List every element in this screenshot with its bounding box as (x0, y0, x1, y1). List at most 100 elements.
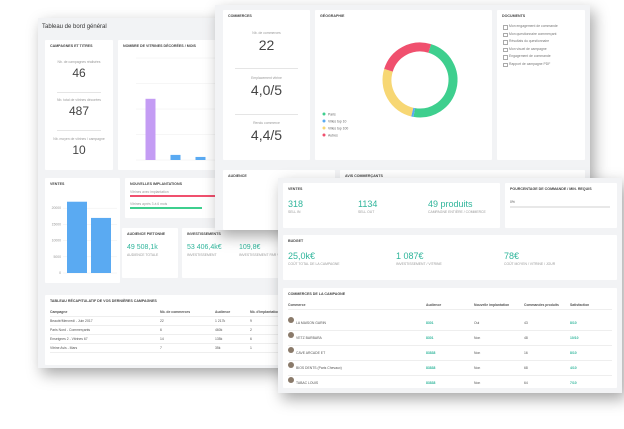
y-tick-label: 5000 (53, 255, 61, 259)
avatar (288, 361, 294, 368)
cell: 83838 (426, 350, 436, 355)
cell: 7 (160, 345, 162, 350)
divider (57, 91, 101, 93)
divider (57, 130, 101, 132)
avatar (288, 376, 294, 383)
column-header: Nouvelle implantation (474, 303, 510, 307)
table-row: BIOS DENTS (Paris Chevaux) 83838 Non 68 4/10 (288, 360, 612, 376)
stat-value: 487 (68, 104, 90, 119)
stat-value: 53 406,4k€ (187, 244, 222, 251)
stat-value: 1 087€ (396, 251, 424, 261)
cell: TABAC LOUIS (296, 380, 319, 385)
cell: Non (474, 380, 481, 385)
stat-label: COÛT TOTAL DE LA CAMPAGNE (288, 262, 340, 266)
cell: Oui (474, 320, 480, 325)
cell: 460k (215, 327, 223, 332)
column-header: Nb. d'implantation (250, 310, 280, 314)
cell: Non (474, 350, 481, 355)
table-row: CAVE ARCADE ET 83838 Non 16 8/10 (288, 345, 612, 361)
card-title: GÉOGRAPHIE (320, 14, 345, 18)
cell: 7/10 (570, 380, 577, 385)
table-row: Vitrine Avis - Mars 7 35k 1 (50, 343, 290, 353)
cell: 8301 (426, 320, 434, 325)
legend-label: Villes top 100 (328, 127, 348, 131)
card-title: BUDGET (288, 239, 304, 243)
stat-label: COÛT MOYEN / VITRINE / JOUR (504, 262, 556, 266)
document-link: Rapport de campagne PDF (509, 61, 551, 66)
stat-label: INVESTISSEMENT (187, 253, 217, 257)
progress-bar (130, 195, 282, 197)
bar (195, 156, 206, 160)
checkbox (503, 25, 508, 30)
bar (91, 217, 111, 273)
y-tick-label: 0 (59, 271, 61, 275)
stat-label: Rendu commerce (253, 121, 280, 126)
donut-segment (382, 68, 414, 117)
donut-chart: Paris Villes top 10 Villes top 100 Autres (322, 42, 458, 138)
card-title: AUDIENCE PIETONNE (127, 232, 166, 236)
y-tick-label: 15000 (52, 222, 62, 226)
bar (67, 201, 87, 273)
column-header: Commerce (288, 303, 306, 307)
table-header: Campagne Nb. de commerces Audience Nb. d'im… (50, 307, 290, 317)
stat-value: 22 (258, 36, 275, 53)
card: POURCENTAGE DE COMMANDE / MIN. REQUIS 0% (505, 183, 617, 228)
cell: 35k (215, 345, 221, 350)
cell: Non (474, 335, 481, 340)
stat-label: SELL IN (288, 210, 301, 214)
checkbox (503, 62, 508, 67)
stat-value: 109,8€ (239, 244, 261, 251)
document-link: Mon questionnaire commerçant (509, 31, 557, 36)
legend-swatch (322, 119, 326, 123)
document-link: Résultats du questionnaire (509, 39, 550, 43)
cell: 135k (215, 336, 223, 341)
page-title: Tableau de bord général (42, 24, 107, 30)
card: CAMPAGNES ET TITRES Nb. de campagnes réal… (45, 40, 113, 170)
legend-label: Autres (328, 134, 338, 138)
cell: Enseignes 2 - Vitrines 67 (50, 336, 88, 341)
card-title: COMMERCES (228, 14, 252, 18)
card-title: AUDIENCE (228, 174, 247, 178)
cell: 10/10 (570, 335, 579, 340)
divider (235, 113, 298, 115)
card: TABLEAU RÉCAPITULATIF DE VOS DERNIÈRES C… (45, 295, 295, 365)
bar (145, 98, 156, 160)
stat-label: Nb. moyen de vitrines / campagne (53, 137, 105, 142)
cell: 43 (524, 320, 528, 325)
column-header: Satisfaction (570, 303, 590, 307)
donut-segment (413, 44, 458, 118)
progress-track (510, 206, 610, 208)
y-tick-label: 10000 (52, 239, 62, 243)
stat-value: 49 produits (428, 199, 473, 209)
legend-label: Paris (328, 113, 336, 117)
cell: 8301 (426, 335, 434, 340)
cell: 9 (250, 318, 252, 323)
stat-value: 318 (288, 199, 304, 209)
cell: 6 (160, 327, 162, 332)
card: VENTES 318 SELL IN 1134 SELL OUT 49 produits C… (283, 183, 500, 228)
card: COMMERCES DE LA CAMPAGNE Commerce Audience… (283, 288, 617, 388)
column-header: Audience (426, 303, 442, 307)
document-link: Mon visuel de campagne (509, 46, 547, 51)
cell: 16 (524, 350, 528, 355)
column-header: Commandes produits (524, 303, 559, 307)
cell: 1 217k (215, 318, 226, 323)
document-link: Engagement de commande (509, 54, 551, 58)
card: COMMERCES Nb. de commerces 22 Emplacement v… (223, 10, 310, 160)
cell: 48 (524, 335, 528, 340)
table-row: VETZ BARBARA 8301 Non 48 10/10 (288, 330, 612, 346)
card-title: COMMERCES DE LA CAMPAGNE (288, 292, 346, 296)
cell: VETZ BARBARA (296, 335, 322, 340)
stat-label: Nb. total de vitrines décorées (57, 98, 101, 103)
card-title: DOCUMENTS (502, 14, 526, 18)
stat-value: 49 508,1k (127, 244, 158, 251)
cell: 8/10 (570, 320, 577, 325)
legend-swatch (322, 112, 326, 116)
card-title: VENTES (50, 182, 65, 186)
document-link: Mon engagement de commande (509, 24, 558, 28)
stat-label: AUDIENCE TOTALE (127, 253, 159, 257)
cell: 1 (250, 345, 252, 350)
cell: Beauté/Mercredi - Juin 2017 (50, 318, 93, 323)
card: BUDGET 25,0k€ COÛT TOTAL DE LA CAMPAGNE 1 0… (283, 235, 617, 280)
